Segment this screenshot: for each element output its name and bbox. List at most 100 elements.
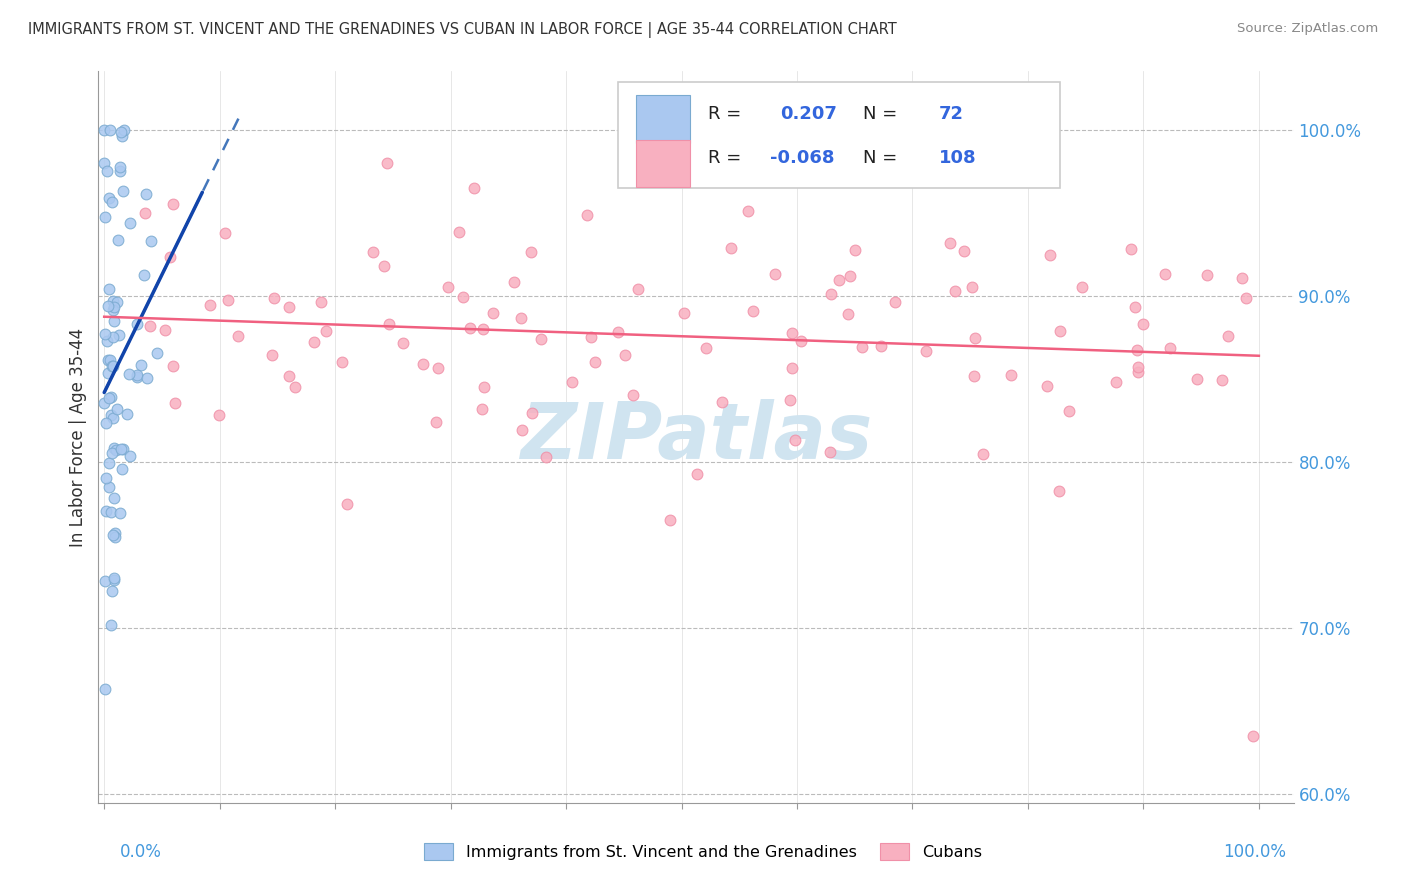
Point bbox=[720, 241, 742, 255]
Point bbox=[118, 449, 141, 463]
Point bbox=[1218, 329, 1240, 343]
Text: 0.0%: 0.0% bbox=[120, 843, 162, 861]
Point bbox=[278, 369, 301, 384]
Point bbox=[263, 291, 285, 305]
FancyBboxPatch shape bbox=[637, 95, 690, 143]
Point bbox=[139, 319, 162, 334]
Point bbox=[579, 330, 602, 344]
Point bbox=[98, 391, 121, 405]
Legend: Immigrants from St. Vincent and the Grenadines, Cubans: Immigrants from St. Vincent and the Gren… bbox=[418, 837, 988, 866]
Text: -0.068: -0.068 bbox=[770, 149, 835, 167]
Point bbox=[139, 235, 162, 249]
Point bbox=[1241, 729, 1264, 743]
Point bbox=[96, 164, 118, 178]
Point bbox=[672, 306, 695, 320]
Point bbox=[94, 210, 117, 224]
Point bbox=[627, 282, 650, 296]
Point bbox=[98, 282, 121, 296]
Point bbox=[375, 155, 398, 169]
Point bbox=[278, 300, 301, 314]
Point bbox=[110, 442, 132, 457]
Point bbox=[1234, 291, 1257, 305]
Point bbox=[1000, 368, 1022, 382]
Point bbox=[97, 480, 120, 494]
Text: N =: N = bbox=[863, 149, 903, 167]
Point bbox=[427, 361, 450, 376]
Point bbox=[96, 504, 118, 518]
Point bbox=[451, 290, 474, 304]
Point bbox=[105, 294, 128, 309]
Point bbox=[98, 122, 121, 136]
Point bbox=[820, 445, 842, 459]
Point bbox=[953, 244, 976, 258]
Point bbox=[101, 359, 124, 374]
Text: 0.207: 0.207 bbox=[780, 104, 837, 123]
Point bbox=[103, 314, 125, 328]
Text: 108: 108 bbox=[939, 149, 976, 167]
Point bbox=[94, 574, 117, 588]
Point bbox=[520, 245, 543, 260]
Point bbox=[828, 273, 851, 287]
Point bbox=[100, 617, 122, 632]
Point bbox=[437, 279, 460, 293]
Point bbox=[112, 185, 135, 199]
Text: Source: ZipAtlas.com: Source: ZipAtlas.com bbox=[1237, 22, 1378, 36]
Point bbox=[522, 406, 544, 420]
Point bbox=[449, 225, 471, 239]
Point bbox=[108, 161, 131, 175]
Text: R =: R = bbox=[709, 104, 747, 123]
Point bbox=[162, 359, 184, 374]
FancyBboxPatch shape bbox=[637, 140, 690, 187]
Point bbox=[115, 407, 138, 421]
Point bbox=[103, 300, 125, 314]
Point bbox=[391, 336, 413, 351]
Point bbox=[94, 416, 117, 430]
Point bbox=[869, 339, 891, 353]
Point bbox=[471, 322, 494, 336]
Point bbox=[111, 129, 134, 144]
Point bbox=[103, 573, 125, 587]
Point bbox=[100, 390, 122, 404]
Point bbox=[101, 445, 124, 459]
Point bbox=[108, 164, 131, 178]
Point bbox=[737, 204, 759, 219]
Point bbox=[820, 287, 842, 301]
Point bbox=[575, 208, 598, 222]
Point bbox=[621, 388, 644, 402]
Text: 72: 72 bbox=[939, 104, 963, 123]
Point bbox=[1119, 242, 1142, 256]
Text: R =: R = bbox=[709, 149, 747, 167]
Point bbox=[217, 293, 239, 307]
FancyBboxPatch shape bbox=[619, 82, 1060, 188]
Point bbox=[200, 298, 222, 312]
Point bbox=[262, 348, 284, 362]
Point bbox=[127, 370, 149, 384]
Point bbox=[783, 433, 806, 447]
Text: N =: N = bbox=[863, 104, 903, 123]
Point bbox=[790, 334, 813, 348]
Point bbox=[1036, 378, 1059, 392]
Point bbox=[125, 317, 148, 331]
Point bbox=[159, 250, 181, 264]
Point bbox=[93, 681, 115, 696]
Point bbox=[851, 340, 873, 354]
Point bbox=[100, 505, 122, 519]
Point bbox=[103, 411, 125, 425]
Point bbox=[482, 305, 505, 319]
Point bbox=[103, 491, 125, 506]
Point bbox=[103, 441, 125, 455]
Point bbox=[96, 334, 118, 349]
Point bbox=[97, 299, 120, 313]
Point bbox=[1071, 280, 1094, 294]
Point bbox=[336, 497, 359, 511]
Point bbox=[534, 450, 557, 464]
Point bbox=[97, 352, 120, 367]
Point bbox=[1105, 375, 1128, 389]
Point bbox=[606, 326, 628, 340]
Point bbox=[471, 402, 494, 417]
Point bbox=[943, 284, 966, 298]
Point bbox=[1159, 341, 1181, 355]
Point bbox=[93, 122, 115, 136]
Point bbox=[583, 355, 606, 369]
Point bbox=[134, 206, 156, 220]
